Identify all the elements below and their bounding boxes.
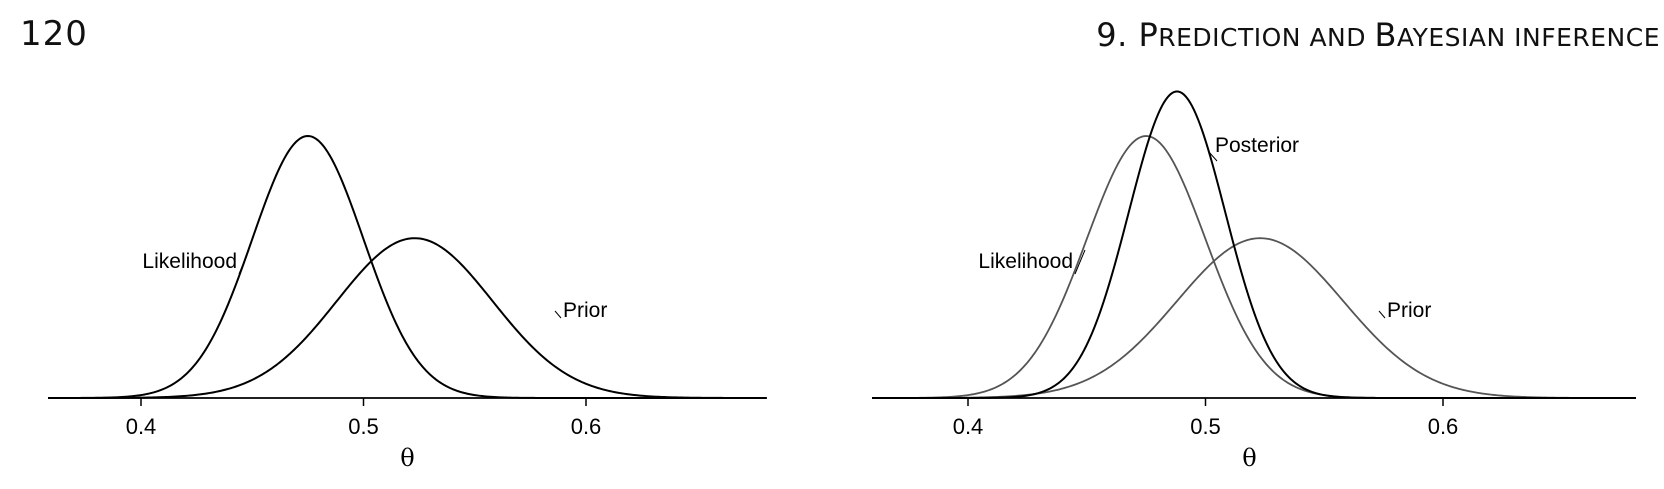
label-leader-likelihood (238, 249, 250, 275)
x-tick-label: 0.6 (571, 414, 602, 439)
curve-prior (48, 237, 766, 399)
label-leader-posterior (1208, 151, 1218, 162)
chapter-title-part: REDICTION AND (1158, 23, 1375, 52)
chapter-title-part: B (1374, 16, 1397, 54)
chapter-title-part: P (1138, 16, 1159, 54)
prior-likelihood-panel: Likelihood Prior 0.4 0.5 0.6 θ (47, 134, 767, 472)
curve-label-likelihood: Likelihood (142, 250, 237, 273)
curve-label-prior: Prior (563, 299, 607, 322)
chapter-title: PREDICTION AND BAYESIAN INFERENCE (1138, 16, 1660, 54)
label-leader-likelihood (1074, 249, 1086, 275)
chapter-title-part: AYESIAN INFERENCE (1396, 23, 1660, 52)
x-axis-title: θ (1242, 444, 1256, 472)
curve-label-likelihood: Likelihood (978, 250, 1073, 273)
x-tick-label: 0.5 (1190, 414, 1221, 439)
label-leader-prior (554, 310, 562, 319)
x-tick-label: 0.5 (348, 414, 379, 439)
curve-label-prior: Prior (1387, 299, 1431, 322)
x-tick-label: 0.4 (953, 414, 984, 439)
running-head: 9. PREDICTION AND BAYESIAN INFERENCE (1096, 16, 1660, 54)
posterior-panel: Likelihood Prior Posterior 0.4 0.5 0.6 θ (872, 90, 1636, 472)
chapter-number: 9. (1096, 16, 1128, 54)
x-tick-label: 0.6 (1428, 414, 1459, 439)
x-axis-title: θ (400, 444, 414, 472)
x-tick-label: 0.4 (126, 414, 157, 439)
label-leader-prior (1378, 310, 1386, 319)
curve-label-posterior: Posterior (1215, 134, 1299, 157)
page-number: 120 (20, 14, 88, 54)
